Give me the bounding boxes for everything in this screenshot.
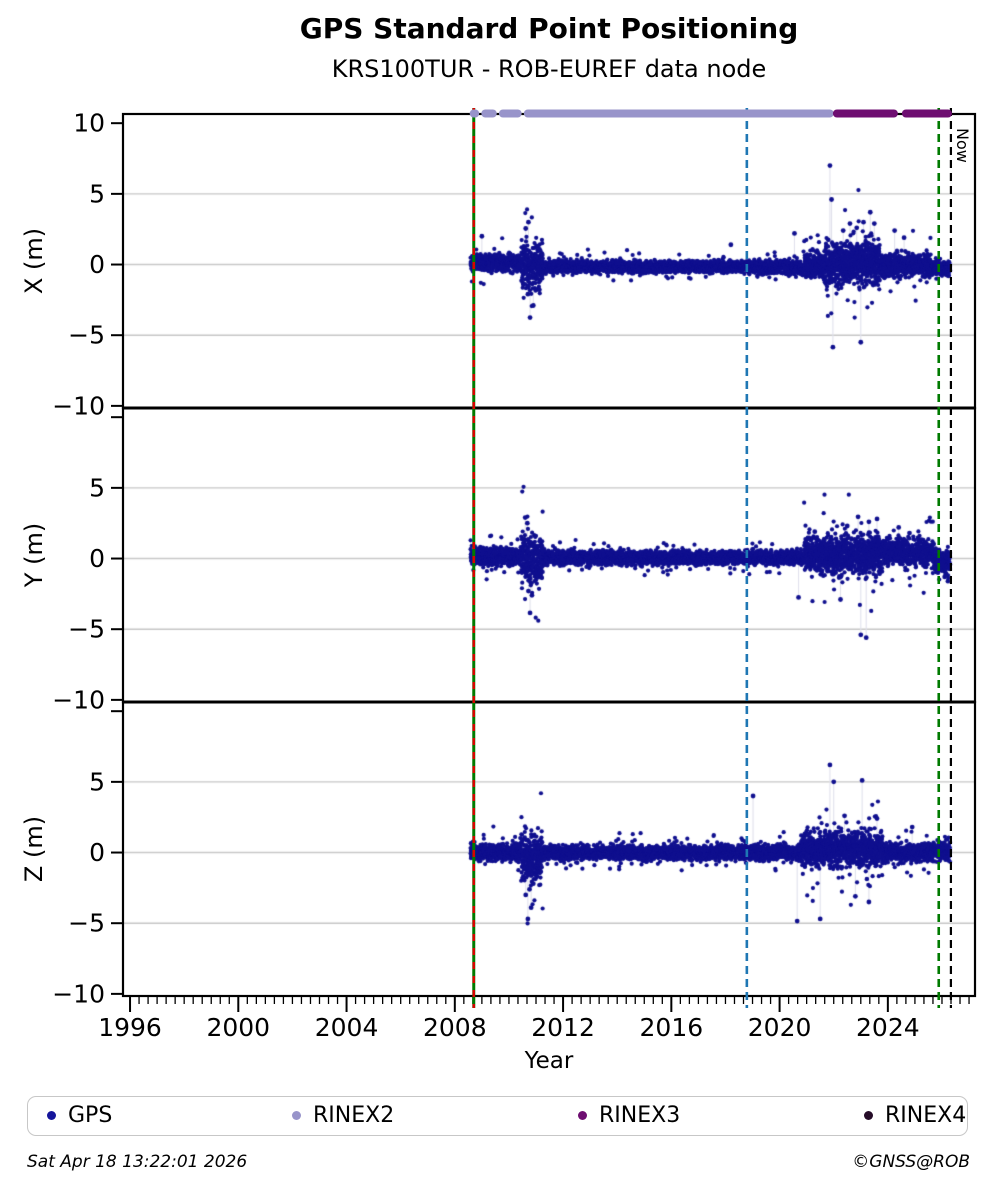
y-tick-label: −10 — [52, 685, 105, 714]
x-tick-label: 2016 — [640, 1013, 704, 1042]
x-tick-label: 2024 — [856, 1013, 920, 1042]
subplot-frame-2 — [121, 700, 977, 998]
y-tick-label: −5 — [68, 615, 105, 644]
y-tick-label: 0 — [89, 838, 105, 867]
legend-item-rinex2: RINEX2 — [292, 1097, 394, 1134]
legend-label-gps: GPS — [68, 1103, 113, 1128]
y-tick-label: 5 — [89, 767, 105, 796]
legend-item-gps: GPS — [47, 1097, 112, 1134]
rinex3-bar-segment — [832, 109, 898, 118]
y-axis-label-0: X (m) — [20, 228, 48, 294]
subplot-frame-0 — [121, 112, 977, 410]
rinex2-bar-segment — [469, 109, 480, 118]
now-label: Now — [953, 128, 972, 163]
rinex3-marker-icon — [578, 1111, 587, 1120]
x-tick-label: 1996 — [98, 1013, 162, 1042]
legend-box: GPS RINEX2 RINEX3 RINEX4 — [27, 1096, 968, 1136]
rinex2-bar-segment — [523, 109, 834, 118]
y-tick-label: 0 — [89, 250, 105, 279]
rinex2-bar-segment — [498, 109, 522, 118]
x-tick-label: 2020 — [748, 1013, 812, 1042]
y-tick-label: −10 — [52, 979, 105, 1008]
legend-label-rinex4: RINEX4 — [885, 1103, 967, 1128]
y-tick-label: −5 — [68, 909, 105, 938]
rinex4-marker-icon — [864, 1111, 873, 1120]
subplot-frame-1 — [121, 406, 977, 704]
plot-timestamp: Sat Apr 18 13:22:01 2026 — [27, 1152, 248, 1172]
y-tick-label: 0 — [89, 544, 105, 573]
x-tick-label: 2012 — [531, 1013, 595, 1042]
gps-marker-icon — [47, 1111, 56, 1120]
y-tick-label: 10 — [73, 109, 105, 138]
legend-item-rinex3: RINEX3 — [578, 1097, 680, 1134]
rinex2-bar-segment — [481, 109, 497, 118]
rinex2-marker-icon — [292, 1111, 301, 1120]
x-tick-label: 2008 — [423, 1013, 487, 1042]
y-tick-label: −10 — [52, 391, 105, 420]
legend-item-rinex4: RINEX4 — [864, 1097, 966, 1134]
x-tick-label: 2000 — [206, 1013, 270, 1042]
legend-label-rinex3: RINEX3 — [599, 1103, 681, 1128]
legend-label-rinex2: RINEX2 — [313, 1103, 395, 1128]
copyright-notice: ©GNSS@ROB — [852, 1152, 970, 1172]
rinex3-bar-segment — [901, 109, 952, 118]
y-tick-label: −5 — [68, 321, 105, 350]
y-tick-label: 5 — [89, 179, 105, 208]
y-axis-label-2: Z (m) — [20, 816, 48, 882]
y-tick-label: 5 — [89, 473, 105, 502]
y-axis-label-1: Y (m) — [20, 523, 48, 588]
x-axis-label: Year — [524, 1048, 574, 1074]
x-tick-label: 2004 — [315, 1013, 379, 1042]
